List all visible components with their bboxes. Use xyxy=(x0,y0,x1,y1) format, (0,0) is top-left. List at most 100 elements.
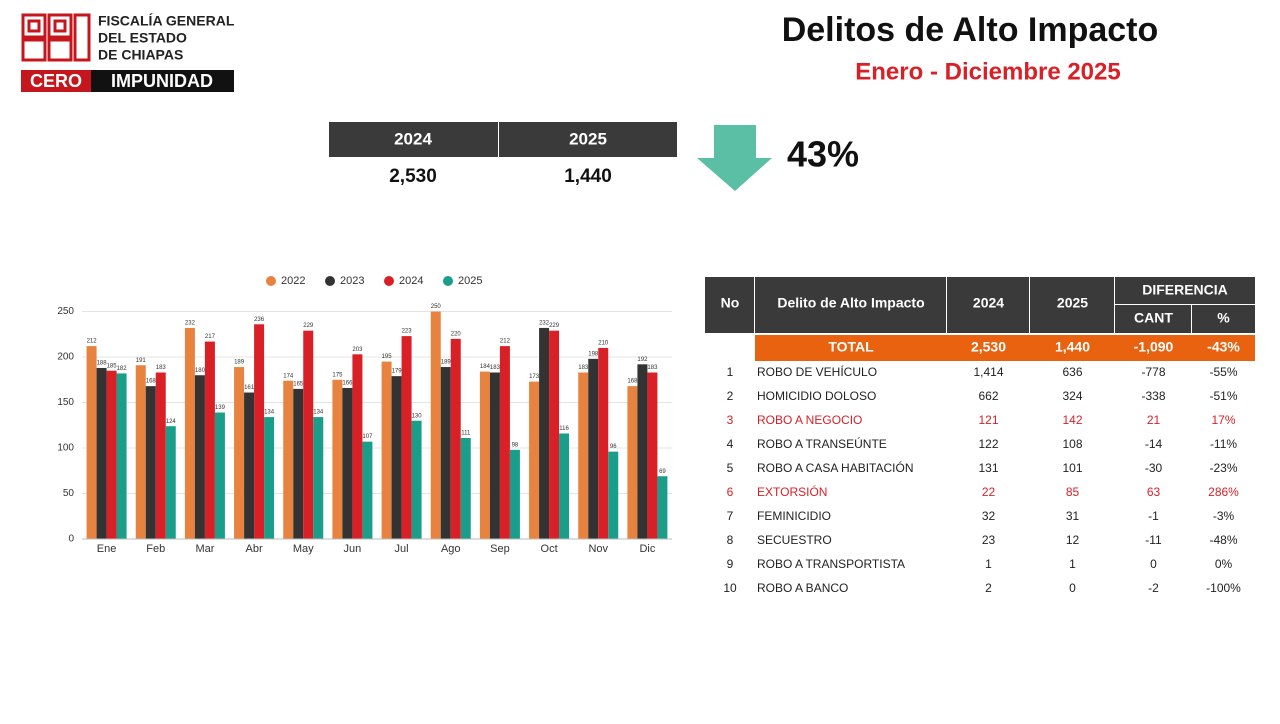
bar xyxy=(489,372,500,539)
table-cell: 2 xyxy=(985,581,992,595)
bar xyxy=(165,426,176,539)
bar xyxy=(637,364,648,539)
total-cell: 1,440 xyxy=(1055,339,1090,355)
data-label: 168 xyxy=(146,379,157,385)
data-label: 212 xyxy=(500,339,511,345)
bar xyxy=(411,420,422,539)
data-label: 179 xyxy=(392,369,403,375)
data-label: 173 xyxy=(529,374,540,380)
bar xyxy=(244,392,255,539)
legend-swatch xyxy=(325,276,335,286)
data-label: 189 xyxy=(441,360,452,366)
bar xyxy=(391,376,402,539)
data-label: 96 xyxy=(610,444,617,450)
bar xyxy=(332,379,343,539)
table-cell: 31 xyxy=(1066,509,1080,523)
bar xyxy=(145,386,156,539)
table-cell: 7 xyxy=(727,509,734,523)
bar xyxy=(204,341,215,539)
data-label: 191 xyxy=(136,358,147,364)
data-label: 130 xyxy=(412,413,423,419)
data-label: 69 xyxy=(659,469,666,475)
table-cell: 3 xyxy=(727,413,734,427)
table-cell: -30 xyxy=(1145,461,1163,475)
data-label: 166 xyxy=(342,381,353,387)
bar xyxy=(549,330,560,539)
total-cell: -43% xyxy=(1207,339,1240,355)
bar xyxy=(283,380,294,539)
legend-swatch xyxy=(266,276,276,286)
bar xyxy=(293,388,304,539)
bar xyxy=(254,324,265,539)
table-cell: -1 xyxy=(1148,509,1159,523)
data-label: 189 xyxy=(234,360,245,366)
summary-header-bg xyxy=(499,122,677,157)
table-cell: 662 xyxy=(978,389,998,403)
badge-text: IMPUNIDAD xyxy=(111,71,213,91)
table-cell: -23% xyxy=(1209,461,1237,475)
total-row-bg xyxy=(755,335,1255,361)
summary-value: 1,440 xyxy=(564,166,612,187)
legend-label: 2024 xyxy=(399,275,423,287)
data-label: 174 xyxy=(283,373,294,379)
bar xyxy=(460,438,471,539)
org-line: DEL ESTADO xyxy=(98,30,187,46)
table-cell: -3% xyxy=(1213,509,1235,523)
data-label: 111 xyxy=(461,431,471,437)
header-cell xyxy=(947,277,1029,333)
y-tick-label: 250 xyxy=(57,306,74,317)
table-cell: 0 xyxy=(1069,581,1076,595)
crime-name: ROBO DE VEHÍCULO xyxy=(757,364,877,379)
data-label: 184 xyxy=(480,364,491,370)
bar xyxy=(342,387,353,539)
bar xyxy=(450,338,461,539)
summary-value: 2,530 xyxy=(389,166,437,187)
table-cell: -51% xyxy=(1209,389,1237,403)
org-line: FISCALÍA GENERAL xyxy=(98,13,235,29)
badge-text: CERO xyxy=(30,71,82,91)
bar xyxy=(264,417,275,539)
table-cell: -48% xyxy=(1209,533,1237,547)
bar xyxy=(214,412,225,539)
table-cell: 122 xyxy=(978,437,998,451)
title: Delitos de Alto Impacto xyxy=(782,11,1159,49)
table-cell: 5 xyxy=(727,461,734,475)
bar xyxy=(627,386,638,539)
bar xyxy=(381,361,392,539)
bar xyxy=(313,417,324,539)
table-cell: 63 xyxy=(1147,485,1161,499)
data-label: 232 xyxy=(539,321,550,327)
table-cell: 636 xyxy=(1062,365,1082,379)
bar xyxy=(303,330,314,539)
table-cell: -11 xyxy=(1145,533,1162,547)
table-cell: 1,414 xyxy=(973,365,1003,379)
data-label: 182 xyxy=(117,366,128,372)
x-tick-label: Ene xyxy=(97,543,117,555)
data-label: 220 xyxy=(451,331,462,337)
table-cell: 131 xyxy=(978,461,998,475)
x-tick-label: Jun xyxy=(344,543,362,555)
data-label: 212 xyxy=(87,339,98,345)
data-label: 229 xyxy=(303,323,314,329)
bar xyxy=(184,327,195,539)
data-label: 165 xyxy=(293,381,304,387)
crime-name: ROBO A TRANSPORTISTA xyxy=(757,557,905,571)
header-cell xyxy=(705,277,754,333)
logo-icon xyxy=(21,13,91,62)
table-cell: 1 xyxy=(985,557,992,571)
bar xyxy=(657,476,668,539)
subtitle: Enero - Diciembre 2025 xyxy=(855,58,1120,85)
bar xyxy=(598,347,609,539)
x-tick-label: May xyxy=(293,543,314,555)
bar xyxy=(116,373,127,539)
data-label: 203 xyxy=(352,347,363,353)
header-label: No xyxy=(721,295,740,311)
crime-table: No Delito de Alto Impacto 2024 2025DIFERENC… xyxy=(705,277,1255,595)
badge-bg xyxy=(91,70,234,92)
table-cell: -11% xyxy=(1210,437,1237,451)
data-label: 175 xyxy=(332,372,343,378)
x-tick-label: Oct xyxy=(541,543,558,555)
table-cell: 286% xyxy=(1208,485,1239,499)
